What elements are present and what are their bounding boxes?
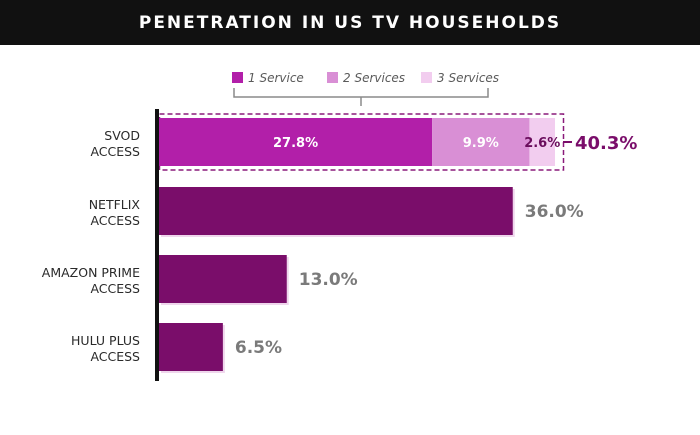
category-label-3-line-2: ACCESS [90,349,140,364]
svod-segment-1 [159,118,433,166]
category-label-1-line-2: ACCESS [90,213,140,228]
bar-2 [159,255,287,303]
svod-segment-3 [529,118,555,166]
chart-title: PENETRATION IN US TV HOUSEHOLDS [0,0,700,45]
legend-swatch-3 [421,72,432,83]
svod-total-label: 40.3% [575,133,637,154]
svod-segment-label-2: 9.9% [463,136,499,151]
legend-label-2: 2 Services [343,71,405,85]
value-label-1: 36.0% [525,202,584,222]
y-axis-line [155,109,159,381]
legend-bracket [233,88,489,98]
category-label-2-line-2: ACCESS [90,281,140,296]
category-label-2-line-1: AMAZON PRIME [42,265,140,280]
legend-label-3: 3 Services [437,71,499,85]
category-label-3-line-1: HULU PLUS [71,333,140,348]
svod-segment-2 [432,118,530,166]
svod-segment-label-1: 27.8% [273,136,318,151]
legend-swatch-2 [327,72,338,83]
bar-1 [159,187,513,235]
legend-label-1: 1 Service [248,71,304,85]
category-label-1-line-1: NETFLIX [89,197,141,212]
value-label-3: 6.5% [235,338,282,358]
bar-3 [159,323,223,371]
svod-segment-label-3: 2.6% [524,136,560,151]
legend-swatch-1 [232,72,243,83]
category-label-0-line-2: ACCESS [90,144,140,159]
value-label-2: 13.0% [299,270,358,290]
category-label-0-line-1: SVOD [104,128,140,143]
chart-area: 1 Service 2 Services 3 Services 27.8% 9.9% 2.… [42,71,637,381]
